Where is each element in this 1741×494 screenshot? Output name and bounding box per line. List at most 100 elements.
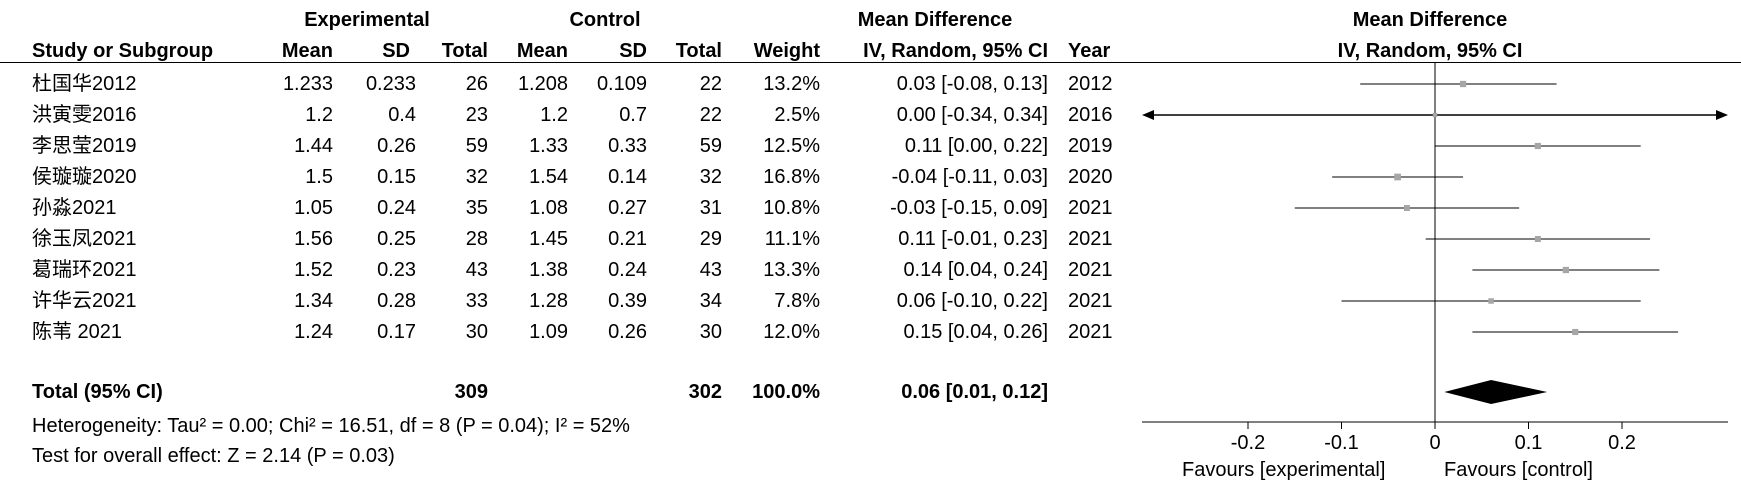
year-cell: 2021 [1068, 321, 1113, 343]
c-mean-cell: 1.09 [529, 321, 568, 343]
md-cell: 0.00 [-0.34, 0.34] [896, 104, 1048, 126]
study-marker [1534, 142, 1541, 150]
x-tick-label: 0.2 [1608, 432, 1636, 454]
weight-cell: 7.8% [774, 290, 820, 312]
md-cell: -0.04 [-0.11, 0.03] [891, 166, 1048, 188]
overall-effect-text: Test for overall effect: Z = 2.14 (P = 0… [32, 445, 395, 467]
c-sd-cell: 0.109 [596, 73, 647, 95]
c-mean-cell: 1.28 [529, 290, 568, 312]
e-total-cell: 59 [465, 135, 488, 157]
e-mean-cell: 1.44 [294, 135, 333, 157]
total-weight: 100.0% [752, 381, 820, 403]
col-year: Year [1068, 40, 1111, 62]
e-sd-cell: 0.4 [388, 104, 416, 126]
header-underline-plot [1125, 62, 1741, 63]
md-cell: 0.03 [-0.08, 0.13] [896, 73, 1048, 95]
study-name: 洪寅雯2016 [32, 104, 137, 126]
weight-cell: 2.5% [774, 104, 820, 126]
c-mean-cell: 1.2 [540, 104, 568, 126]
header-underline-table [0, 62, 1125, 63]
c-sd-cell: 0.21 [608, 228, 647, 250]
c-sd-cell: 0.39 [608, 290, 647, 312]
c-total-cell: 32 [699, 166, 722, 188]
year-cell: 2012 [1068, 73, 1113, 95]
e-total-cell: 23 [465, 104, 488, 126]
c-mean-cell: 1.08 [529, 197, 568, 219]
experimental-group-header: Experimental [304, 9, 430, 31]
year-cell: 2019 [1068, 135, 1113, 157]
col-c-total: Total [675, 40, 722, 62]
e-total-cell: 43 [465, 259, 488, 281]
e-mean-cell: 1.34 [294, 290, 333, 312]
study-marker [1562, 266, 1570, 274]
weight-cell: 12.0% [763, 321, 820, 343]
study-marker [1394, 173, 1401, 181]
year-cell: 2016 [1068, 104, 1113, 126]
study-marker [1403, 205, 1410, 211]
e-sd-cell: 0.15 [377, 166, 416, 188]
total-c-total: 302 [688, 381, 722, 403]
c-total-cell: 22 [699, 104, 722, 126]
e-sd-cell: 0.28 [377, 290, 416, 312]
year-cell: 2021 [1068, 290, 1113, 312]
e-sd-cell: 0.233 [365, 73, 416, 95]
c-sd-cell: 0.33 [608, 135, 647, 157]
year-cell: 2021 [1068, 228, 1113, 250]
col-c-sd: SD [619, 40, 647, 62]
total-md: 0.06 [0.01, 0.12] [901, 381, 1048, 403]
col-c-mean: Mean [516, 40, 568, 62]
c-mean-cell: 1.54 [529, 166, 568, 188]
e-sd-cell: 0.24 [377, 197, 416, 219]
col-e-total: Total [441, 40, 488, 62]
plot-subtitle: IV, Random, 95% CI [1337, 40, 1523, 62]
study-marker [1572, 328, 1579, 336]
study-name: 许华云2021 [32, 290, 137, 312]
study-marker [1459, 80, 1467, 88]
x-tick-label: 0 [1429, 432, 1440, 454]
e-total-cell: 32 [465, 166, 488, 188]
x-tick-label: -0.1 [1324, 432, 1358, 454]
pooled-diamond [1444, 380, 1548, 404]
c-mean-cell: 1.38 [529, 259, 568, 281]
c-mean-cell: 1.45 [529, 228, 568, 250]
ci-arrow-right [1716, 110, 1728, 120]
weight-cell: 10.8% [763, 197, 820, 219]
study-name: 葛瑞环2021 [32, 259, 137, 281]
e-total-cell: 33 [465, 290, 488, 312]
study-marker [1534, 236, 1541, 242]
total-label: Total (95% CI) [32, 381, 163, 403]
study-name: 杜国华2012 [32, 73, 137, 95]
col-weight: Weight [753, 40, 820, 62]
e-total-cell: 26 [465, 73, 488, 95]
c-total-cell: 34 [699, 290, 722, 312]
e-total-cell: 30 [465, 321, 488, 343]
e-mean-cell: 1.05 [294, 197, 333, 219]
c-total-cell: 31 [699, 197, 722, 219]
e-mean-cell: 1.56 [294, 228, 333, 250]
e-total-cell: 35 [465, 197, 488, 219]
md-cell: -0.03 [-0.15, 0.09] [890, 197, 1048, 219]
c-total-cell: 22 [699, 73, 722, 95]
c-mean-cell: 1.33 [529, 135, 568, 157]
study-name: 陈苇 2021 [32, 321, 123, 343]
heterogeneity-text: Heterogeneity: Tau² = 0.00; Chi² = 16.51… [32, 415, 630, 437]
e-total-cell: 28 [465, 228, 488, 250]
weight-cell: 13.3% [763, 259, 820, 281]
col-study: Study or Subgroup [32, 40, 214, 62]
weight-cell: 12.5% [763, 135, 820, 157]
md-cell: 0.11 [-0.01, 0.23] [898, 228, 1048, 250]
e-mean-cell: 1.233 [282, 73, 333, 95]
total-e-total: 309 [454, 381, 488, 403]
year-cell: 2021 [1068, 197, 1113, 219]
c-mean-cell: 1.208 [517, 73, 568, 95]
x-tick-label: -0.2 [1231, 432, 1265, 454]
c-sd-cell: 0.24 [608, 259, 647, 281]
study-name: 徐玉凤2021 [32, 228, 137, 250]
e-mean-cell: 1.52 [294, 259, 333, 281]
md-cell: 0.06 [-0.10, 0.22] [896, 290, 1048, 312]
c-total-cell: 29 [699, 228, 722, 250]
md-cell: 0.15 [0.04, 0.26] [903, 321, 1048, 343]
study-name: 李思莹2019 [32, 135, 137, 157]
c-total-cell: 43 [699, 259, 722, 281]
